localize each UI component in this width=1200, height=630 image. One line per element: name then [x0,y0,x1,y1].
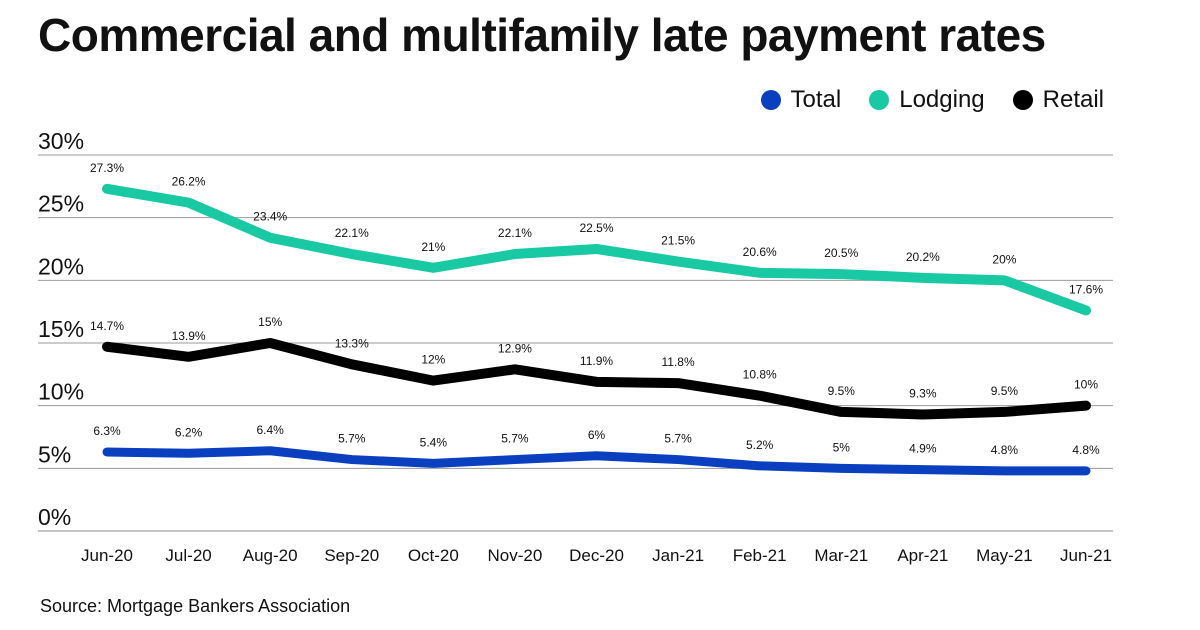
data-label-lodging: 26.2% [172,175,206,189]
data-label-retail: 10% [1074,378,1098,392]
data-label-retail: 15% [258,315,282,329]
x-tick-label: Feb-21 [733,546,787,565]
legend-label-retail: Retail [1042,86,1104,113]
legend-label-total: Total [790,86,842,113]
data-label-total: 5.7% [664,432,692,446]
data-label-retail: 10.8% [743,368,777,382]
legend-swatch-total [760,90,781,110]
x-axis-ticks: Jun-20 Jul-20 Aug-20 Sep-20 Oct-20 Nov-20 Dec-… [81,546,1112,565]
legend-item-retail: Retail [1012,86,1104,114]
x-tick-label: Aug-20 [243,546,298,565]
legend-swatch-lodging [869,90,890,110]
source-note: Source: Mortgage Bankers Association [40,596,351,616]
data-label-lodging: 20.2% [906,250,940,264]
data-label-retail: 13.9% [172,329,206,343]
x-tick-label: Nov-20 [488,546,543,565]
y-tick-label: 0% [38,504,71,530]
data-label-lodging: 20.6% [743,245,777,259]
data-label-retail: 11.9% [580,354,613,368]
data-label-retail: 9.3% [909,386,937,400]
legend-swatch-retail [1012,90,1033,110]
legend-item-lodging: Lodging [869,86,985,114]
x-tick-label: Apr-21 [897,546,948,565]
chart-title: Commercial and multifamily late payment … [38,9,1046,61]
data-label-retail: 9.5% [828,384,856,398]
x-tick-label: Jun-21 [1060,546,1112,565]
data-label-lodging: 22.1% [498,226,532,240]
data-label-total: 4.8% [1072,443,1100,457]
data-label-total: 5.4% [420,435,448,449]
data-label-retail: 9.5% [991,384,1019,398]
x-tick-label: Jun-20 [81,546,133,565]
data-label-total: 6.3% [93,424,121,438]
data-label-retail: 12% [421,353,445,367]
data-label-lodging: 20.5% [824,246,858,260]
data-label-lodging: 20% [992,252,1016,266]
x-tick-label: Jan-21 [652,546,704,565]
legend-item-total: Total [760,86,842,114]
data-label-retail: 12.9% [498,341,532,355]
x-tick-label: Sep-20 [324,546,379,565]
y-tick-label: 20% [38,253,84,279]
data-label-lodging: 22.1% [335,226,369,240]
legend-label-lodging: Lodging [899,86,985,113]
data-label-total: 6.2% [175,425,203,439]
data-label-total: 6% [588,428,606,442]
data-label-lodging: 21% [421,240,445,254]
data-label-retail: 11.8% [662,355,695,369]
data-label-total: 5% [833,440,851,454]
data-label-lodging: 21.5% [661,234,695,248]
data-label-total: 4.8% [991,443,1019,457]
x-tick-label: Dec-20 [569,546,624,565]
x-tick-label: Jul-20 [165,546,211,565]
y-tick-label: 25% [38,191,84,217]
series-line-retail [102,338,1091,420]
data-label-lodging: 22.5% [579,221,613,235]
data-label-total: 4.9% [909,442,937,456]
y-tick-label: 5% [38,441,71,467]
y-tick-label: 15% [38,316,84,342]
data-label-total: 5.7% [501,432,529,446]
data-label-lodging: 23.4% [253,210,287,224]
data-label-retail: 14.7% [90,319,124,333]
data-label-total: 6.4% [256,423,284,437]
data-label-lodging: 17.6% [1069,282,1103,296]
x-tick-label: Oct-20 [408,546,459,565]
data-label-total: 5.2% [746,438,774,452]
y-tick-label: 30% [38,128,84,154]
y-axis-ticks: 0% 5% 10% 15% 20% 25% 30% [38,128,84,530]
data-labels: 6.3% 6.2% 6.4% 5.7% 5.4% 5.7% 6% 5.7% 5.2% 5% 4.9%… [90,161,1103,457]
series-line-total [102,446,1091,476]
data-label-total: 5.7% [338,432,366,446]
series-lines [102,183,1091,476]
chart-legend: Total Lodging Retail [733,86,1104,114]
y-tick-label: 10% [38,379,84,405]
data-label-retail: 13.3% [335,336,369,350]
x-tick-label: Mar-21 [814,546,868,565]
x-tick-label: May-21 [976,546,1033,565]
data-label-lodging: 27.3% [90,161,124,175]
series-line-lodging [102,183,1091,316]
